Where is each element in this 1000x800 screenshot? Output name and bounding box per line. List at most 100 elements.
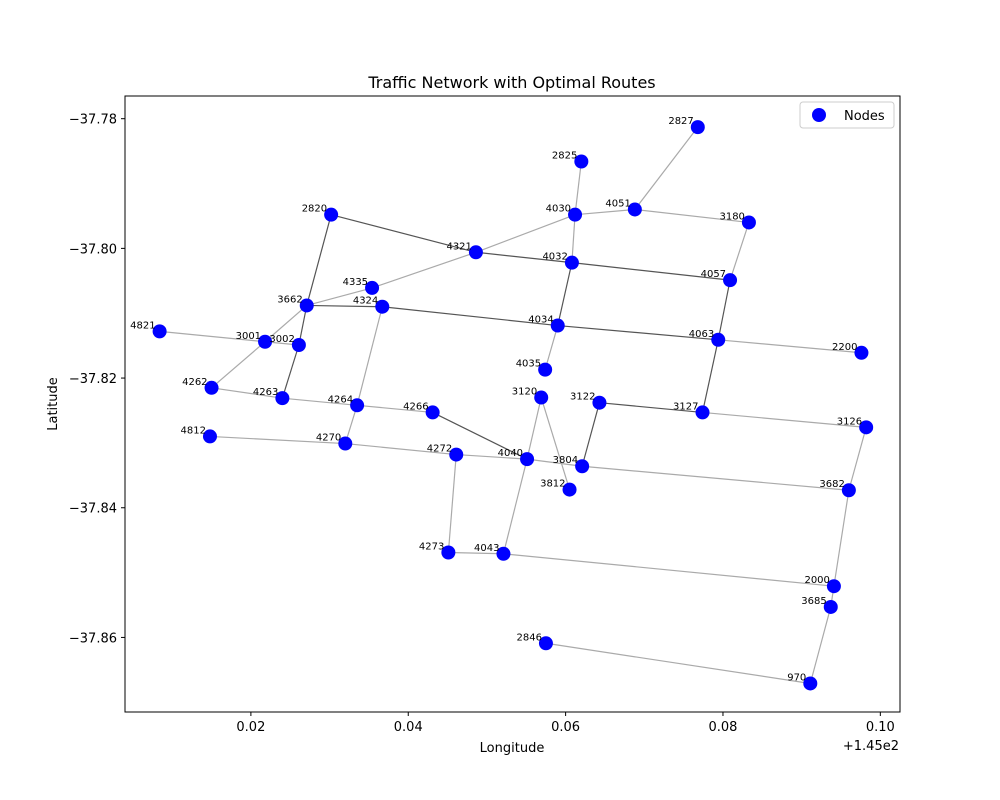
- node-label-4273: 4273: [419, 541, 444, 552]
- edges-layer: [159, 126, 867, 685]
- node-4821: [152, 324, 167, 339]
- node-label-4263: 4263: [253, 387, 278, 398]
- y-tick-label: −37.86: [69, 631, 117, 646]
- node-labels-layer: 2827 2825 4030 4051 3180 2820 4321 4032 4057 4335…: [130, 116, 862, 683]
- node-label-4051: 4051: [605, 198, 630, 209]
- node-label-2820: 2820: [302, 204, 327, 215]
- edge-2825-4030: [574, 161, 582, 215]
- node-3122: [592, 395, 607, 410]
- node-label-4270: 4270: [316, 433, 341, 444]
- edge-4034-4035: [544, 325, 559, 370]
- node-4034: [550, 318, 565, 333]
- y-axis-title: Latitude: [46, 377, 61, 431]
- edge-4272-4273: [447, 454, 457, 553]
- node-4272: [449, 447, 464, 462]
- route-edge-4032-4057: [571, 262, 731, 281]
- node-label-2000: 2000: [804, 575, 829, 586]
- chart-title: Traffic Network with Optimal Routes: [367, 73, 655, 92]
- y-tick-label: −37.84: [69, 502, 117, 517]
- plot-frame: [124, 95, 901, 713]
- y-tick-label: −37.78: [69, 113, 117, 128]
- route-edge-2820-4321: [330, 214, 477, 253]
- node-label-4264: 4264: [328, 394, 353, 405]
- legend-label-nodes: Nodes: [844, 109, 885, 124]
- edge-3804-3682: [582, 465, 849, 491]
- node-4040: [520, 452, 535, 467]
- node-label-2200: 2200: [832, 342, 857, 353]
- node-4030: [568, 207, 583, 222]
- route-edge-4057-4063: [717, 280, 731, 340]
- node-label-3127: 3127: [673, 401, 698, 412]
- node-label-3662: 3662: [277, 294, 302, 305]
- x-tick-label: 0.04: [394, 720, 423, 735]
- node-label-4057: 4057: [701, 269, 726, 280]
- route-edge-4032-4034: [557, 262, 573, 326]
- node-label-4321: 4321: [446, 241, 471, 252]
- node-label-3812: 3812: [540, 479, 565, 490]
- node-4266: [425, 405, 440, 420]
- legend: Nodes: [799, 101, 895, 129]
- node-4035: [538, 362, 553, 377]
- node-label-4043: 4043: [474, 543, 499, 554]
- node-3685: [823, 599, 838, 614]
- node-label-4266: 4266: [403, 401, 428, 412]
- node-label-3002: 3002: [269, 334, 294, 345]
- node-label-3126: 3126: [837, 416, 862, 427]
- node-label-2846: 2846: [516, 632, 541, 643]
- node-label-3122: 3122: [570, 392, 595, 403]
- node-4324: [375, 299, 390, 314]
- node-label-3120: 3120: [512, 387, 537, 398]
- route-edge-3662-4324: [306, 304, 383, 308]
- edge-4324-4264: [356, 306, 383, 406]
- edge-4335-3662: [306, 287, 373, 307]
- node-label-4812: 4812: [181, 425, 206, 436]
- node-4335: [365, 280, 380, 295]
- edge-2827-4051: [634, 126, 699, 210]
- edge-3180-4057: [729, 222, 750, 281]
- node-3662: [299, 298, 314, 313]
- node-label-4272: 4272: [427, 444, 452, 455]
- node-3126: [859, 420, 874, 435]
- node-label-3001: 3001: [236, 331, 261, 342]
- edge-3001-4262: [211, 341, 266, 389]
- x-tick-label: 0.08: [708, 720, 737, 735]
- x-axis-offset-label: +1.45e2: [843, 739, 899, 754]
- node-label-4063: 4063: [689, 329, 714, 340]
- edge-4812-4270: [209, 435, 346, 445]
- edge-4063-2200: [718, 339, 862, 354]
- y-tick-label: −37.80: [69, 242, 117, 257]
- node-3812: [562, 482, 577, 497]
- node-4063: [711, 332, 726, 347]
- route-edge-2820-3662: [306, 214, 332, 306]
- edge-3685-970: [809, 606, 832, 684]
- node-3180: [741, 215, 756, 230]
- x-tick-label: 0.02: [236, 720, 265, 735]
- node-label-4262: 4262: [182, 377, 207, 388]
- x-axis-title: Longitude: [480, 741, 545, 756]
- edge-3126-3682: [848, 427, 867, 491]
- node-label-4040: 4040: [498, 448, 523, 459]
- node-2000: [826, 579, 841, 594]
- node-label-3682: 3682: [819, 479, 844, 490]
- edge-3682-2000: [833, 490, 850, 587]
- edge-4262-4263: [211, 387, 283, 399]
- edge-4043-4040: [502, 458, 528, 554]
- node-4262: [204, 380, 219, 395]
- node-3120: [534, 390, 549, 405]
- node-label-3685: 3685: [801, 596, 826, 607]
- edge-4821-3001: [159, 330, 266, 343]
- node-2825: [574, 154, 589, 169]
- edge-4040-3120: [526, 397, 542, 460]
- edge-4030-4032: [571, 214, 576, 263]
- node-2820: [324, 207, 339, 222]
- edge-4043-2000: [503, 553, 834, 587]
- route-edge-4063-3127: [701, 339, 719, 413]
- route-edge-3002-4263: [281, 344, 300, 399]
- route-edge-4321-4032: [475, 251, 572, 264]
- edge-3662-3001: [264, 304, 308, 343]
- node-4273: [441, 545, 456, 560]
- route-edge-3122-3804: [581, 402, 601, 467]
- x-axis-ticks: 0.02 0.04 0.06 0.08 0.10: [236, 712, 895, 735]
- node-label-4030: 4030: [546, 204, 571, 215]
- node-2846: [538, 636, 553, 651]
